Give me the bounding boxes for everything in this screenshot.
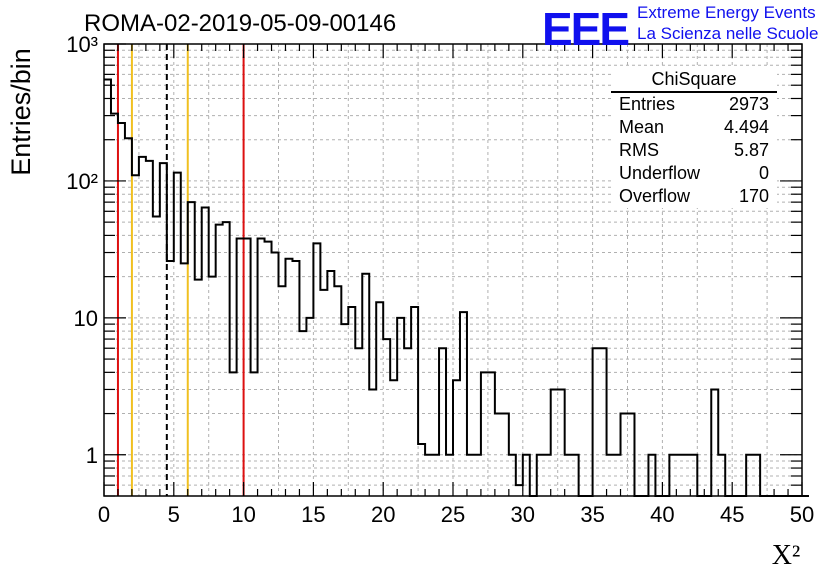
y-axis-label: Entries/bin bbox=[6, 48, 36, 176]
stats-value: 2973 bbox=[728, 94, 769, 114]
x-tick-label: 40 bbox=[650, 502, 674, 527]
stats-label: Mean bbox=[619, 117, 665, 137]
logo-line-1: Extreme Energy Events bbox=[637, 3, 816, 22]
grid-lines bbox=[104, 44, 802, 496]
stats-label: Underflow bbox=[619, 163, 701, 183]
stats-row-underflow: Underflow 0 bbox=[611, 162, 777, 185]
chart-title: ROMA-02-2019-05-09-00146 bbox=[84, 10, 397, 37]
x-tick-label: 0 bbox=[98, 502, 110, 527]
stats-row-overflow: Overflow 170 bbox=[611, 185, 777, 208]
y-tick-labels: 1 10 10² 10³ bbox=[66, 32, 98, 468]
stats-value: 0 bbox=[758, 163, 769, 183]
stats-row-rms: RMS 5.87 bbox=[611, 139, 777, 162]
x-tick-label: 35 bbox=[580, 502, 604, 527]
stats-label: RMS bbox=[619, 140, 659, 160]
stats-value: 4.494 bbox=[723, 117, 769, 137]
stats-value: 5.87 bbox=[733, 140, 769, 160]
x-tick-label: 30 bbox=[511, 502, 535, 527]
stats-row-mean: Mean 4.494 bbox=[611, 116, 777, 139]
stats-label: Overflow bbox=[619, 186, 691, 206]
x-axis-label: X² bbox=[772, 540, 801, 571]
y-tick-label: 10² bbox=[66, 169, 98, 194]
stats-value: 170 bbox=[738, 186, 769, 206]
x-tick-label: 10 bbox=[231, 502, 255, 527]
stats-box: ChiSquare Entries 2973 Mean 4.494 RMS 5.… bbox=[611, 68, 777, 208]
axis-ticks bbox=[103, 43, 803, 497]
x-tick-label: 50 bbox=[790, 502, 814, 527]
x-tick-label: 5 bbox=[168, 502, 180, 527]
y-tick-label: 10 bbox=[74, 306, 98, 331]
x-tick-label: 45 bbox=[720, 502, 744, 527]
y-tick-label: 10³ bbox=[66, 32, 98, 57]
y-tick-label: 1 bbox=[86, 443, 98, 468]
stats-label: Entries bbox=[619, 94, 676, 114]
logo-line-2: La Scienza nelle Scuole bbox=[637, 24, 819, 43]
x-tick-labels: 0 5 10 15 20 25 30 35 40 45 50 bbox=[98, 502, 814, 527]
eee-logo-mark: EEE bbox=[542, 3, 630, 55]
stats-title: ChiSquare bbox=[611, 68, 777, 93]
reference-lines bbox=[116, 44, 245, 496]
stats-row-entries: Entries 2973 bbox=[611, 93, 777, 116]
x-tick-label: 20 bbox=[371, 502, 395, 527]
plot-frame bbox=[103, 43, 803, 497]
x-tick-label: 25 bbox=[441, 502, 465, 527]
x-tick-label: 15 bbox=[301, 502, 325, 527]
